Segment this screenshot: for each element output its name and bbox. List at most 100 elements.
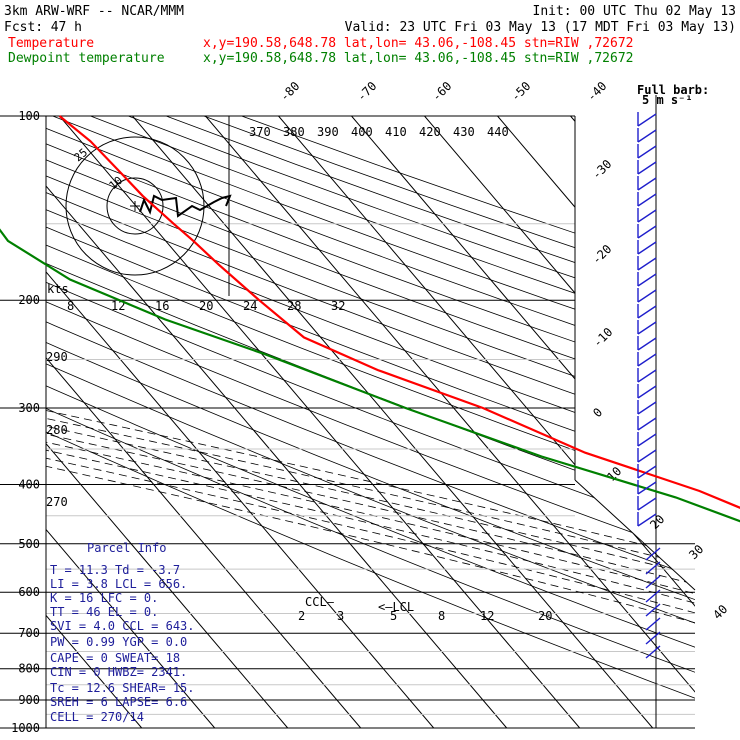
- parcel-row: LI = 3.8 LCL = 656.: [50, 577, 187, 591]
- isotherm: [351, 116, 695, 728]
- moist-adiabat: [46, 299, 695, 728]
- isotherm-label: -20: [589, 242, 614, 267]
- wind-barb: [637, 273, 657, 287]
- isotherm: [205, 116, 695, 728]
- isotherm: [46, 116, 435, 728]
- isotherm-label: 40: [710, 602, 730, 622]
- wind-barb: [645, 561, 661, 575]
- dry-adiabat: [165, 116, 695, 728]
- mixing-ratio-label: 24: [243, 299, 257, 313]
- mixing-ratio-label: 12: [480, 609, 494, 623]
- parcel-row: SVI = 4.0 CCL = 643.: [50, 619, 195, 633]
- wind-barb: [637, 465, 657, 479]
- isotherm: [46, 116, 143, 728]
- wind-barb: [637, 337, 657, 351]
- isotherm: [424, 116, 695, 728]
- parcel-info-box: Parcel Info T = 11.3 Td = -3.7 LI = 3.8 …: [50, 541, 195, 724]
- wind-barb: [637, 385, 657, 399]
- mixing-ratio-label: 28: [287, 299, 301, 313]
- pressure-tick-label: 200: [18, 293, 40, 307]
- wind-barb: [637, 177, 657, 191]
- pressure-tick-label: 500: [18, 537, 40, 551]
- isotherm: [643, 116, 695, 728]
- parcel-row: SREH = 6 LAPSE= 6.6: [50, 695, 187, 709]
- wind-barb: [637, 113, 657, 127]
- mixing-ratio-label: 16: [155, 299, 169, 313]
- wind-barbs: [637, 112, 661, 659]
- parcel-row: CELL = 270/14: [50, 710, 144, 724]
- pressure-tick-label: 800: [18, 662, 40, 676]
- background-lines: [0, 95, 696, 729]
- isotherm: [46, 116, 508, 728]
- pressure-tick-label: 700: [18, 626, 40, 640]
- isotherm: [46, 116, 289, 728]
- parcel-row: Tc = 12.6 SHEAR= 15.: [50, 681, 195, 695]
- wind-barb: [637, 193, 657, 207]
- wind-barb: [645, 631, 661, 645]
- wind-barb: [637, 513, 657, 527]
- isotherm-label: -70: [354, 79, 379, 104]
- isotherm-label: -50: [508, 79, 533, 104]
- wind-barb: [637, 353, 657, 367]
- parcel-row: CAPE = 0 SWEAT= 18: [50, 651, 180, 665]
- header: 3km ARW-WRF -- NCAR/MMM Init: 00 UTC Thu…: [4, 4, 736, 66]
- temperature-legend: Temperature: [8, 36, 94, 51]
- pressure-tick-label: 600: [18, 585, 40, 599]
- dewpoint-legend: Dewpoint temperature: [8, 51, 165, 66]
- lcl-annotation: <—LCL: [378, 600, 414, 614]
- pressure-tick-label: 300: [18, 401, 40, 415]
- wind-barb: [637, 225, 657, 239]
- isotherm-label: -80: [277, 79, 302, 104]
- theta-label: 420: [419, 125, 441, 139]
- hodograph-ring: [106, 177, 164, 235]
- wind-barb-unit: 5 m s⁻¹: [642, 93, 693, 107]
- parcel-row: CIN = 0 HWBZ= 2341.: [50, 665, 187, 679]
- theta-label: 390: [317, 125, 339, 139]
- dewpoint-profile: [0, 228, 740, 523]
- mixing-ratio-label: 2: [298, 609, 305, 623]
- theta-label: 440: [487, 125, 509, 139]
- isotherm: [46, 116, 216, 728]
- wind-barb: [637, 497, 657, 511]
- theta-label: 430: [453, 125, 475, 139]
- temperature-location: x,y=190.58,648.78 lat,lon= 43.06,-108.45…: [203, 36, 633, 51]
- forecast-label: Fcst:: [4, 20, 43, 35]
- wind-barb: [637, 433, 657, 447]
- parcel-row: T = 11.3 Td = -3.7: [50, 563, 180, 577]
- wind-barb: [637, 417, 657, 431]
- hodograph-units: kts: [47, 282, 69, 296]
- theta-label: 290: [46, 350, 68, 364]
- wind-barb: [637, 449, 657, 463]
- wind-barb: [645, 603, 661, 617]
- hodograph-trace: [139, 194, 232, 218]
- ccl-annotation: CCL—: [305, 595, 335, 609]
- hodograph-ring: [65, 136, 205, 276]
- isotherm-label: -40: [584, 79, 609, 104]
- parcel-row: PW = 0.99 YGP = 0.0: [50, 635, 187, 649]
- wind-barb: [637, 257, 657, 271]
- mixing-ratio-label: 3: [337, 609, 344, 623]
- wind-barb: [637, 481, 657, 495]
- isotherm-label: -10: [590, 325, 615, 350]
- mixing-ratio-label: 8: [438, 609, 445, 623]
- wind-barb: [645, 547, 661, 561]
- moist-adiabat: [46, 299, 695, 728]
- theta-label: 380: [283, 125, 305, 139]
- pressure-tick-label: 900: [18, 693, 40, 707]
- wind-barb: [637, 289, 657, 303]
- wind-barb: [645, 617, 661, 631]
- parcel-info-title: Parcel Info: [87, 541, 166, 555]
- mixing-ratio-label: 20: [538, 609, 552, 623]
- wind-barb: [637, 305, 657, 319]
- mixing-ratio-label: 5: [390, 609, 397, 623]
- model-title: 3km ARW-WRF -- NCAR/MMM: [4, 4, 184, 19]
- wind-barb: [637, 369, 657, 383]
- theta-label: 280: [46, 423, 68, 437]
- wind-barb: [637, 161, 657, 175]
- pressure-tick-label: 400: [18, 477, 40, 491]
- mixing-ratio-label: 20: [199, 299, 213, 313]
- pressure-tick-label: 100: [18, 109, 40, 123]
- isotherm: [278, 116, 695, 728]
- isotherm-label: 0: [590, 405, 605, 420]
